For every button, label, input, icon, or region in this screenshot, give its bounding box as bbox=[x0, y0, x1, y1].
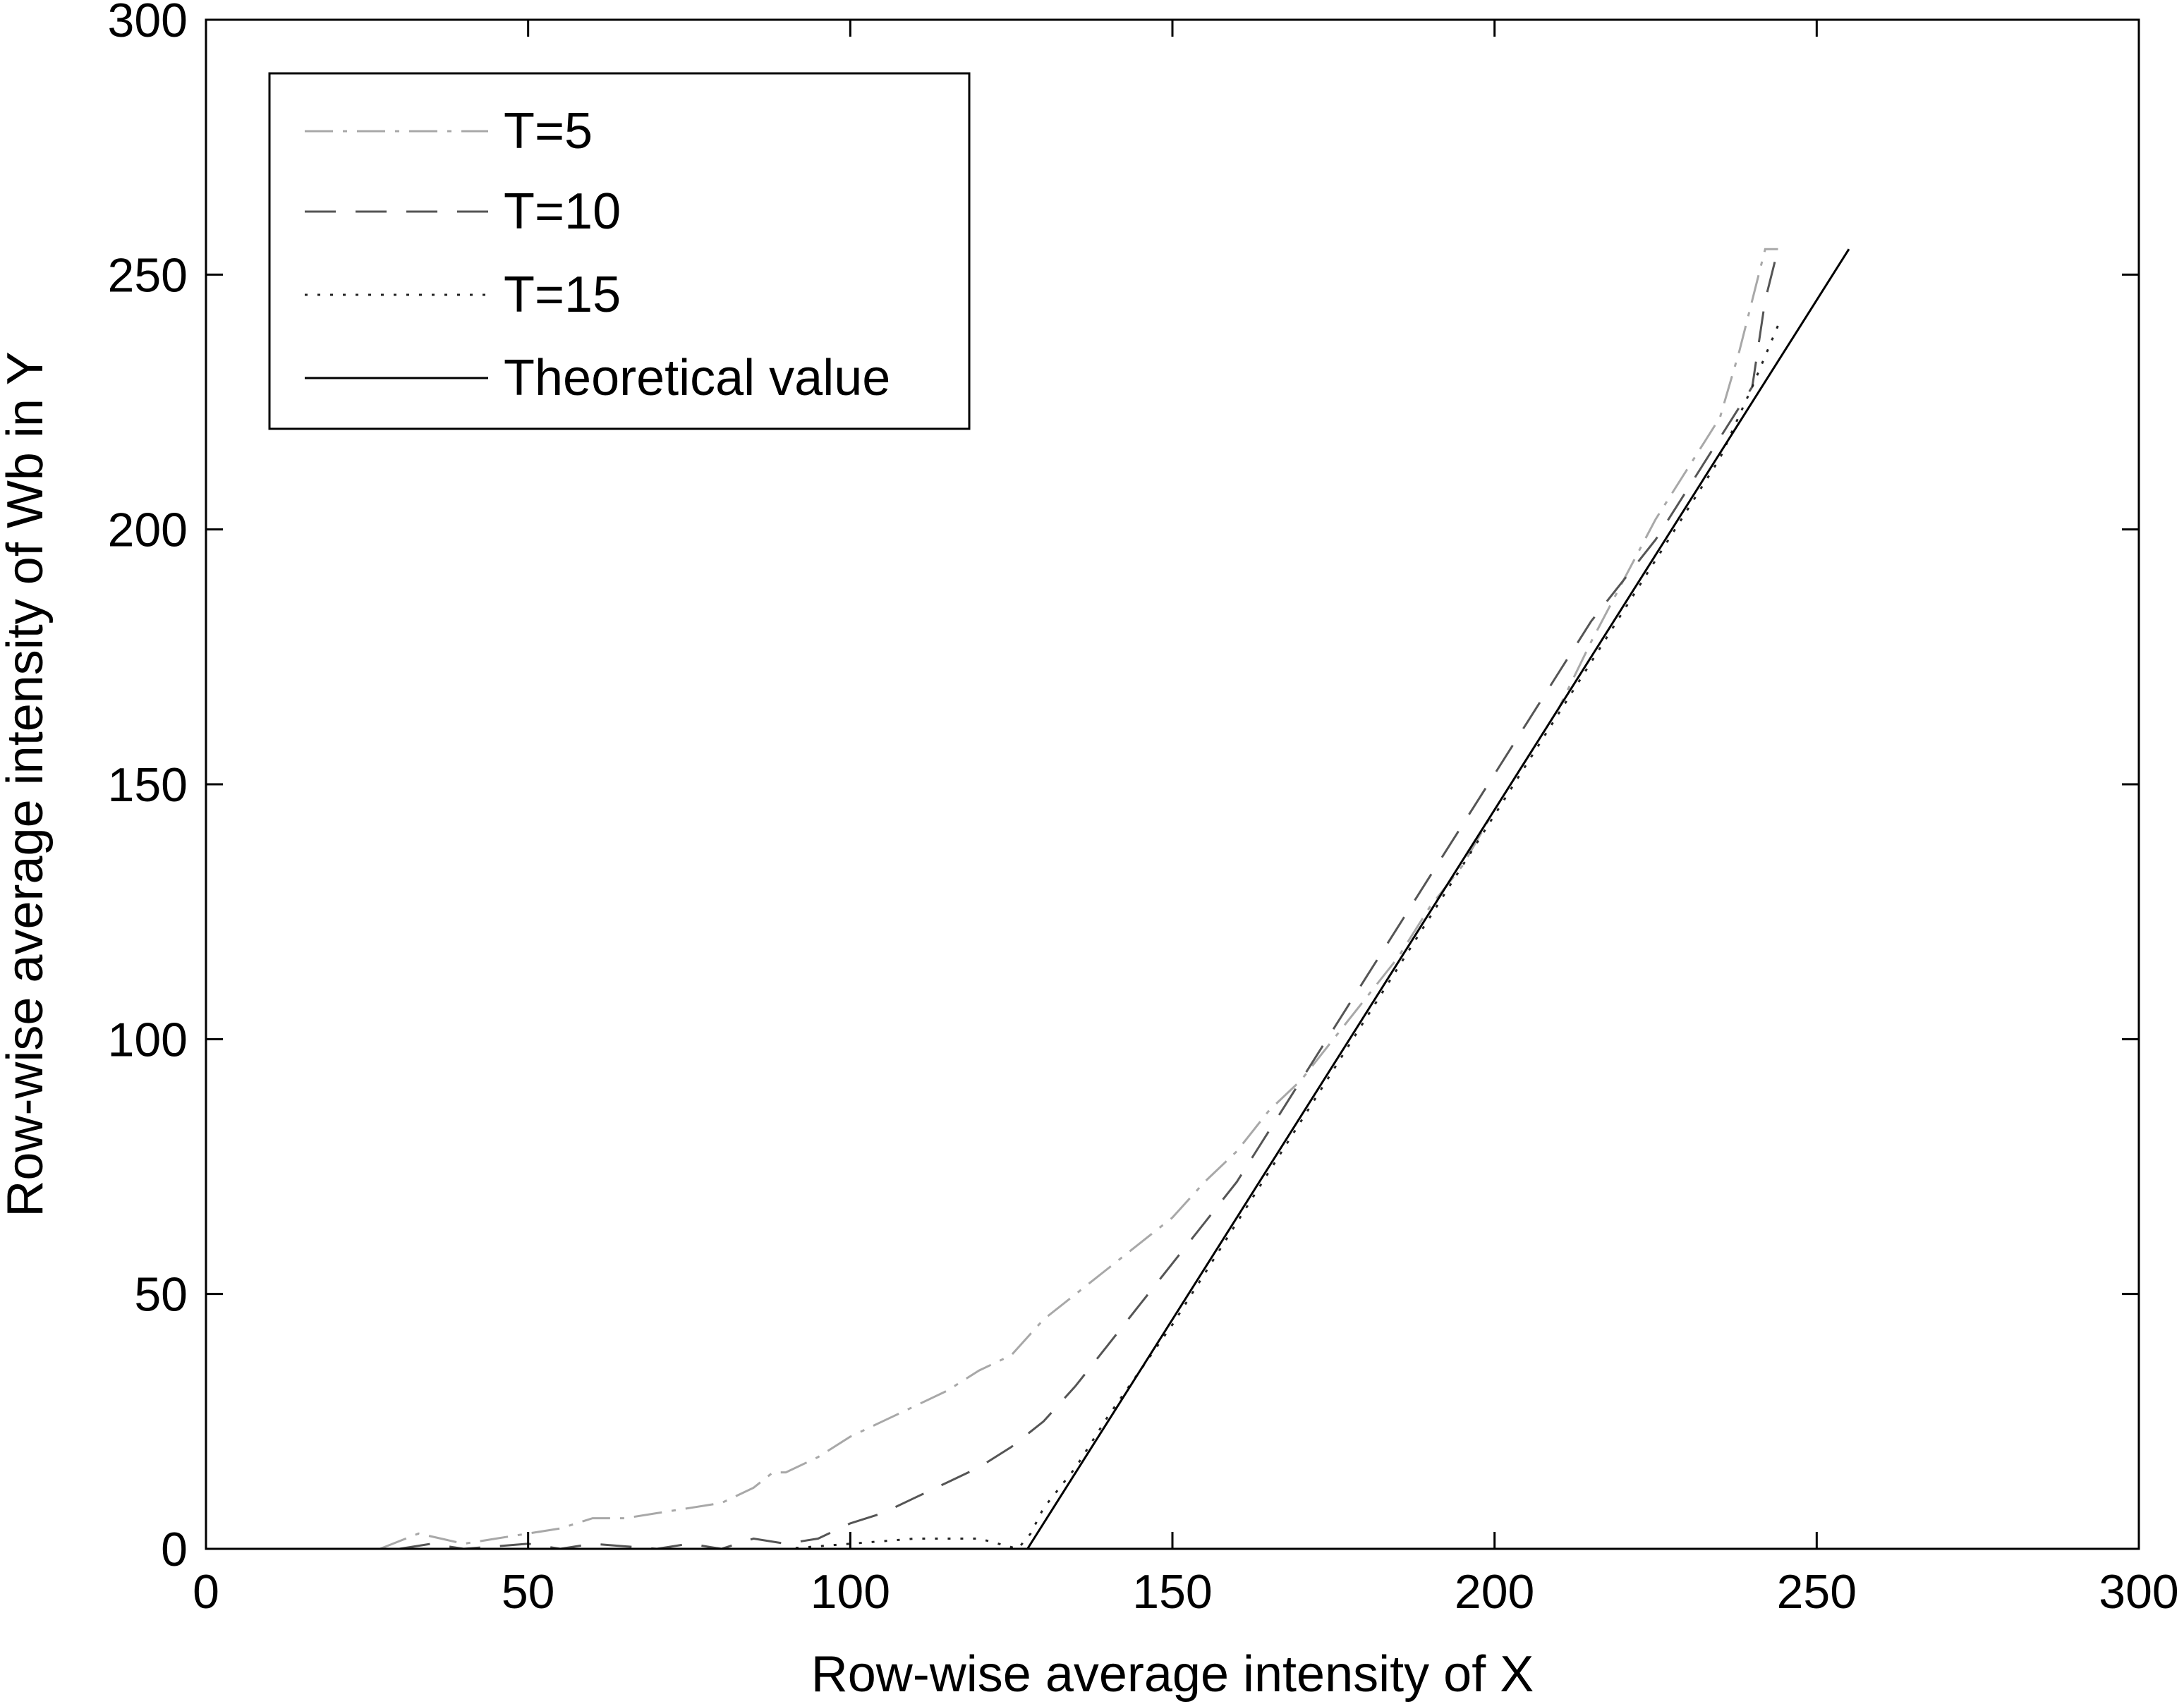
y-tick-label: 50 bbox=[134, 1268, 188, 1322]
legend: T=5 T=10 T=15 Theoretical value bbox=[268, 72, 971, 430]
y-tick-label: 200 bbox=[108, 504, 188, 557]
y-tick-label: 250 bbox=[108, 248, 188, 302]
legend-label-t10: T=10 bbox=[504, 183, 621, 240]
legend-label-t15: T=15 bbox=[504, 267, 621, 323]
series-line-theoretical-value bbox=[206, 248, 1850, 1550]
x-tick-label: 150 bbox=[1132, 1565, 1212, 1619]
y-tick-label: 300 bbox=[108, 0, 188, 47]
series-line-t-10 bbox=[399, 248, 1779, 1550]
x-tick-label: 100 bbox=[811, 1565, 890, 1619]
x-tick-label: 0 bbox=[193, 1565, 219, 1619]
series-layer bbox=[206, 248, 1850, 1550]
y-tick-label: 100 bbox=[108, 1013, 188, 1066]
series-line-t-5 bbox=[380, 248, 1778, 1550]
x-tick-label: 50 bbox=[502, 1565, 555, 1619]
x-axis-label: Row-wise average intensity of X bbox=[811, 1646, 1534, 1703]
legend-box bbox=[268, 72, 971, 430]
legend-label-theoretical: Theoretical value bbox=[504, 350, 890, 406]
x-tick-label: 250 bbox=[1777, 1565, 1857, 1619]
tick-layer: 0 50 100 150 200 250 300 0 50 100 150 200 250 300 bbox=[108, 0, 2179, 1619]
x-tick-label: 200 bbox=[1455, 1565, 1534, 1619]
y-tick-label: 0 bbox=[161, 1523, 188, 1576]
x-tick-label: 300 bbox=[2099, 1565, 2178, 1619]
y-tick-label: 150 bbox=[108, 758, 188, 812]
series-line-t-15 bbox=[593, 325, 1779, 1550]
y-axis-label: Row-wise average intensity of Wb in Y bbox=[0, 351, 54, 1217]
legend-label-t5: T=5 bbox=[504, 103, 593, 159]
